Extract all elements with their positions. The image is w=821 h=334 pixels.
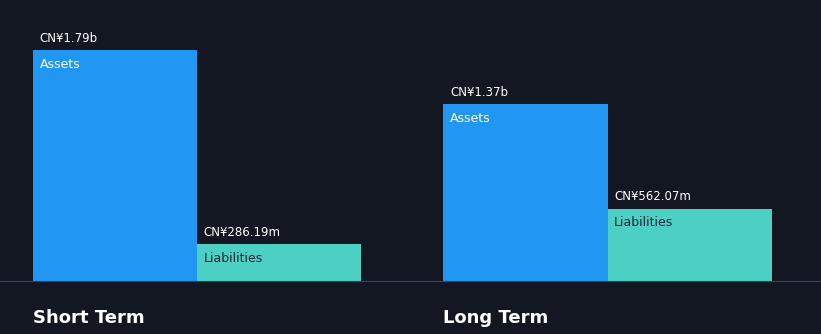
Text: CN¥1.79b: CN¥1.79b <box>39 32 98 45</box>
Text: Liabilities: Liabilities <box>204 252 263 265</box>
Bar <box>197 244 361 281</box>
Text: CN¥562.07m: CN¥562.07m <box>614 190 691 203</box>
Text: Short Term: Short Term <box>33 309 144 327</box>
Bar <box>443 105 608 281</box>
Bar <box>608 208 772 281</box>
Text: CN¥286.19m: CN¥286.19m <box>204 226 281 239</box>
Text: Assets: Assets <box>450 112 490 125</box>
Bar <box>33 50 197 281</box>
Text: Long Term: Long Term <box>443 309 548 327</box>
Text: Assets: Assets <box>39 58 80 71</box>
Text: Liabilities: Liabilities <box>614 216 673 229</box>
Text: CN¥1.37b: CN¥1.37b <box>450 86 508 99</box>
